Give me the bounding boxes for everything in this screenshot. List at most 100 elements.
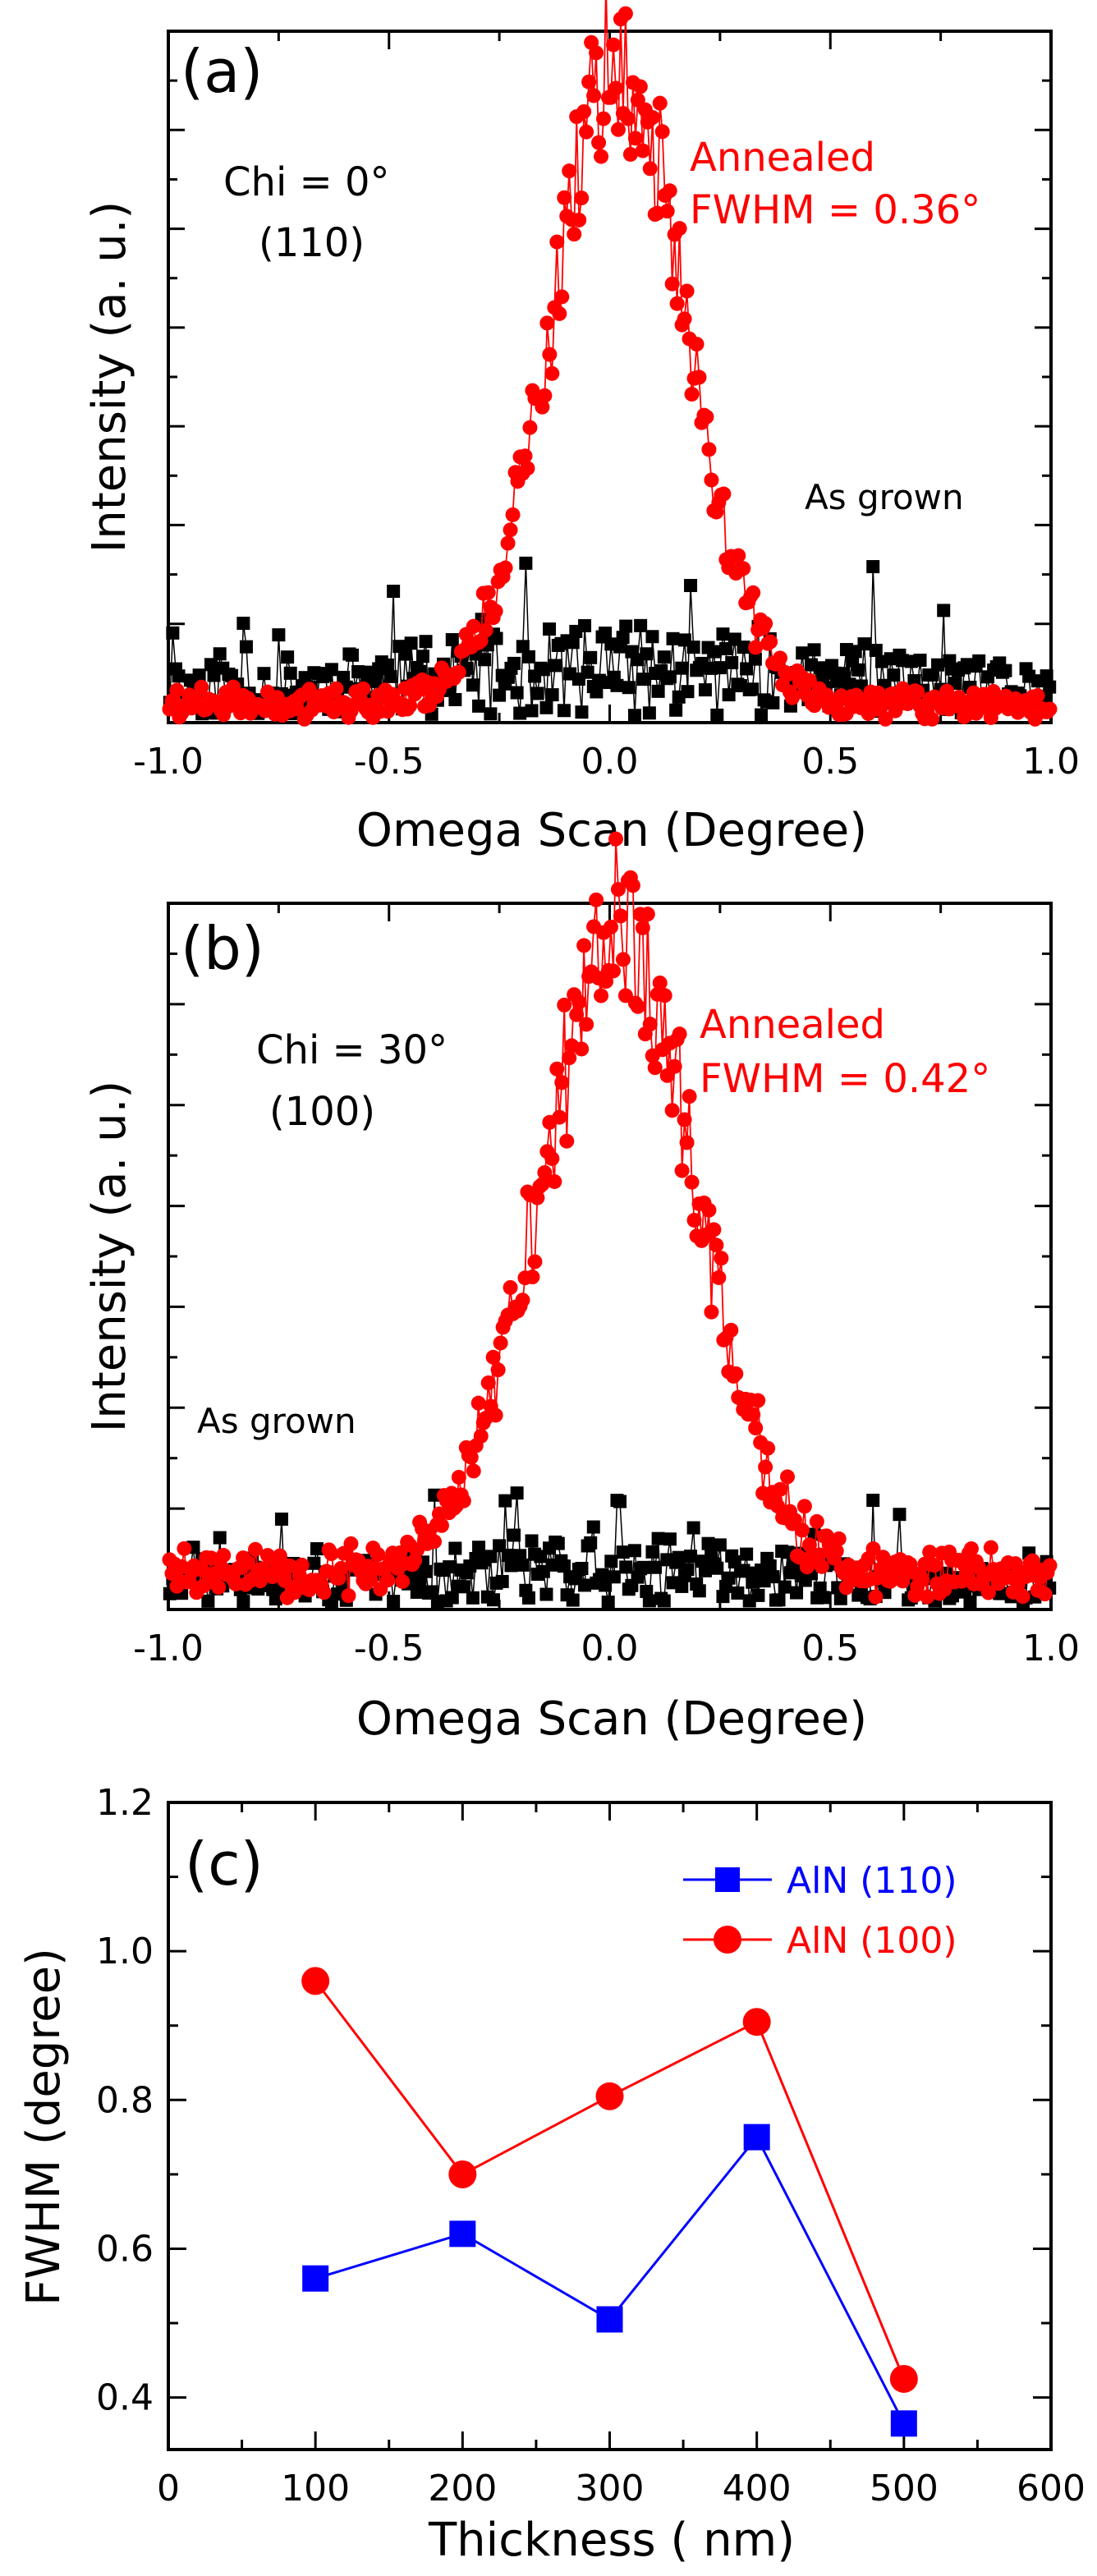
b-as-grown-point — [525, 1534, 539, 1548]
b-annealed-line — [168, 838, 1051, 1598]
b-as-grown-point — [636, 1560, 650, 1574]
b-annealed-point — [1025, 1553, 1040, 1568]
b-as-grown-point — [681, 1563, 695, 1577]
a-as-grown-point — [345, 648, 359, 662]
b-annealed-point — [760, 1440, 776, 1456]
b-annealed-point — [177, 1541, 192, 1556]
a-annealed-point — [784, 690, 800, 705]
a-as-grown-point — [748, 652, 762, 666]
b-annealed-point — [248, 1541, 264, 1557]
b-annealed-point — [549, 1061, 565, 1077]
a-as-grown-point — [816, 670, 830, 684]
a-as-grown-point — [513, 706, 527, 720]
b-as-grown-point — [539, 1587, 553, 1601]
b-as-grown-point — [201, 1594, 215, 1608]
b-annealed-point — [485, 1349, 501, 1365]
a-annealed-point — [748, 640, 764, 655]
a-as-grown-point — [710, 708, 724, 722]
a-annealed-point — [632, 79, 648, 94]
b-annealed-point — [1042, 1558, 1058, 1573]
a-annealed-point — [537, 388, 553, 403]
b-as-grown-point — [701, 1536, 715, 1550]
b-as-grown-point — [772, 1593, 786, 1607]
a-annealed-point — [576, 103, 592, 119]
panel-a-label: (a) — [181, 37, 263, 106]
b-annealed-point — [537, 1164, 553, 1180]
b-annealed-point — [630, 999, 645, 1014]
b-as-grown-point — [651, 1531, 665, 1545]
a-annealed-point — [356, 681, 371, 696]
b-annealed-point — [794, 1522, 810, 1538]
panel-a-ticks — [167, 31, 1053, 723]
b-annealed-point — [434, 1518, 449, 1533]
b-annealed-point — [674, 1163, 690, 1178]
a-as-grown-point — [640, 647, 654, 661]
b-as-grown-point — [716, 1590, 730, 1604]
a-as-grown-point — [796, 646, 810, 660]
a-as-grown-point — [619, 619, 633, 633]
a-annealed-point — [645, 110, 660, 126]
a-as-grown-point — [324, 663, 338, 677]
a-as-grown-point — [543, 622, 557, 636]
c-point-aln-100 — [742, 2008, 771, 2036]
b-annealed-point — [686, 1212, 702, 1228]
a-annealed-point — [488, 604, 503, 619]
a-as-grown-point — [281, 650, 295, 664]
a-annealed-point — [586, 88, 602, 103]
c-x-tick-label: 500 — [870, 2468, 939, 2509]
b-as-grown-point — [457, 1580, 471, 1594]
a-as-grown-point — [610, 678, 624, 692]
a-annealed-point — [169, 682, 185, 698]
a-as-grown-point — [1040, 669, 1053, 683]
b-annealed-point — [647, 1060, 663, 1076]
b-as-grown-point — [692, 1584, 706, 1598]
b-as-grown-point — [466, 1591, 480, 1605]
b-annealed-point — [615, 952, 631, 967]
a-as-grown-point — [622, 681, 636, 695]
a-as-grown-point — [521, 650, 535, 664]
a-as-grown-point — [707, 645, 721, 659]
b-annealed-point — [679, 1135, 695, 1150]
b-as-grown-point — [833, 1591, 847, 1605]
a-as-grown-point — [507, 656, 521, 670]
a-as-grown-point — [937, 604, 951, 618]
b-as-grown-point — [645, 1545, 659, 1559]
b-annealed-point — [380, 1573, 396, 1588]
b-as-grown-point — [816, 1591, 830, 1605]
a-annealed-point — [1030, 688, 1045, 704]
a-as-grown-point — [398, 647, 412, 661]
a-as-grown-point — [283, 666, 297, 680]
b-as-grown-point — [710, 1561, 724, 1575]
panel-a-x-axis-label: Omega Scan (Degree) — [356, 804, 867, 857]
b-annealed-point — [787, 1513, 802, 1528]
b-annealed-point — [652, 975, 668, 990]
a-annealed-point — [701, 442, 717, 457]
a-as-grown-point — [548, 659, 562, 673]
panel-b-label: (b) — [181, 914, 264, 983]
a-as-grown-point — [684, 579, 698, 593]
b-annealed-point — [814, 1559, 829, 1574]
a-annealed-point — [589, 45, 604, 61]
a-annealed-point — [596, 111, 612, 126]
b-annealed-point — [677, 1112, 692, 1127]
a-annealed-point — [925, 711, 940, 727]
panel-c-ticks — [167, 1801, 1053, 2450]
panel-a-fwhm-annotation: FWHM = 0.36° — [690, 187, 980, 233]
b-annealed-point — [750, 1393, 766, 1408]
b-as-grown-point — [604, 1554, 618, 1568]
b-annealed-point — [635, 920, 650, 935]
b-as-grown-point — [586, 1520, 600, 1534]
b-as-grown-point — [686, 1521, 700, 1535]
a-annealed-point — [402, 698, 418, 714]
b-as-grown-point — [601, 1596, 615, 1609]
b-annealed-point — [527, 1254, 543, 1270]
a-annealed-point — [517, 448, 533, 464]
a-as-grown-point — [472, 699, 486, 713]
c-point-aln-100 — [448, 2160, 477, 2188]
panel-a-chi-annotation: Chi = 0° — [223, 159, 390, 205]
a-as-grown-point — [651, 684, 665, 698]
a-as-grown-point — [380, 658, 394, 672]
b-annealed-point — [594, 988, 609, 1003]
b-annealed-point — [1037, 1586, 1053, 1602]
c-point-aln-100 — [595, 2082, 624, 2110]
